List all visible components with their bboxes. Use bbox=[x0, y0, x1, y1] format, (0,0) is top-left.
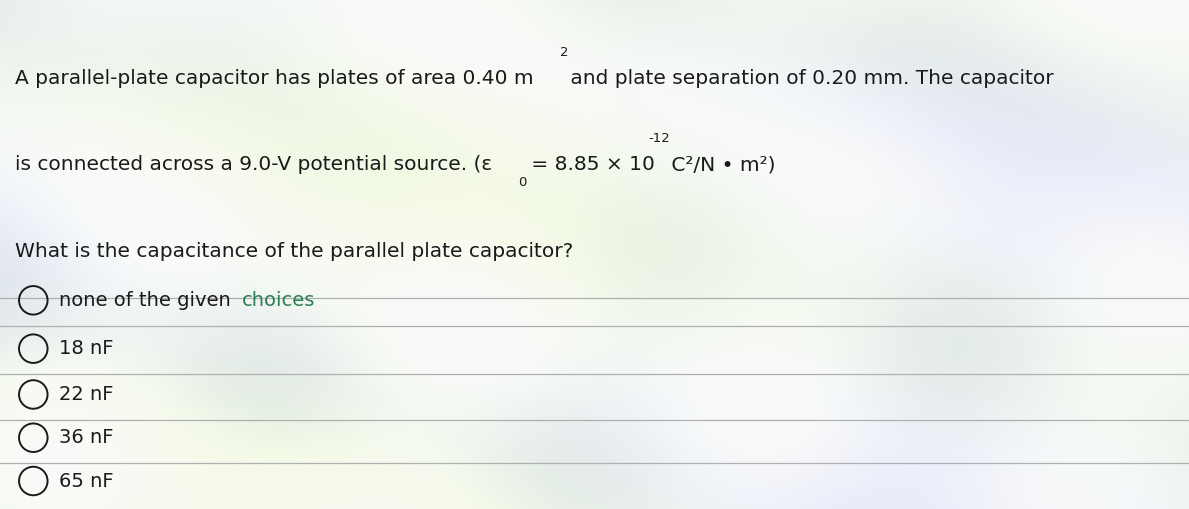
Text: 22 nF: 22 nF bbox=[59, 385, 114, 404]
Text: and plate separation of 0.20 mm. The capacitor: and plate separation of 0.20 mm. The cap… bbox=[565, 69, 1055, 88]
Text: = 8.85 × 10: = 8.85 × 10 bbox=[526, 155, 655, 174]
Text: 65 nF: 65 nF bbox=[59, 471, 114, 491]
Text: choices: choices bbox=[241, 291, 315, 310]
Text: 0: 0 bbox=[518, 176, 527, 189]
Text: 36 nF: 36 nF bbox=[59, 428, 114, 447]
Text: What is the capacitance of the parallel plate capacitor?: What is the capacitance of the parallel … bbox=[15, 242, 574, 261]
Text: A parallel-plate capacitor has plates of area 0.40 m: A parallel-plate capacitor has plates of… bbox=[15, 69, 534, 88]
Text: 2: 2 bbox=[560, 46, 568, 59]
Text: is connected across a 9.0-V potential source. (ε: is connected across a 9.0-V potential so… bbox=[15, 155, 492, 174]
Text: none of the given: none of the given bbox=[59, 291, 238, 310]
Text: C²/N • m²): C²/N • m²) bbox=[666, 155, 775, 174]
Text: -12: -12 bbox=[648, 132, 671, 146]
Text: 18 nF: 18 nF bbox=[59, 339, 114, 358]
